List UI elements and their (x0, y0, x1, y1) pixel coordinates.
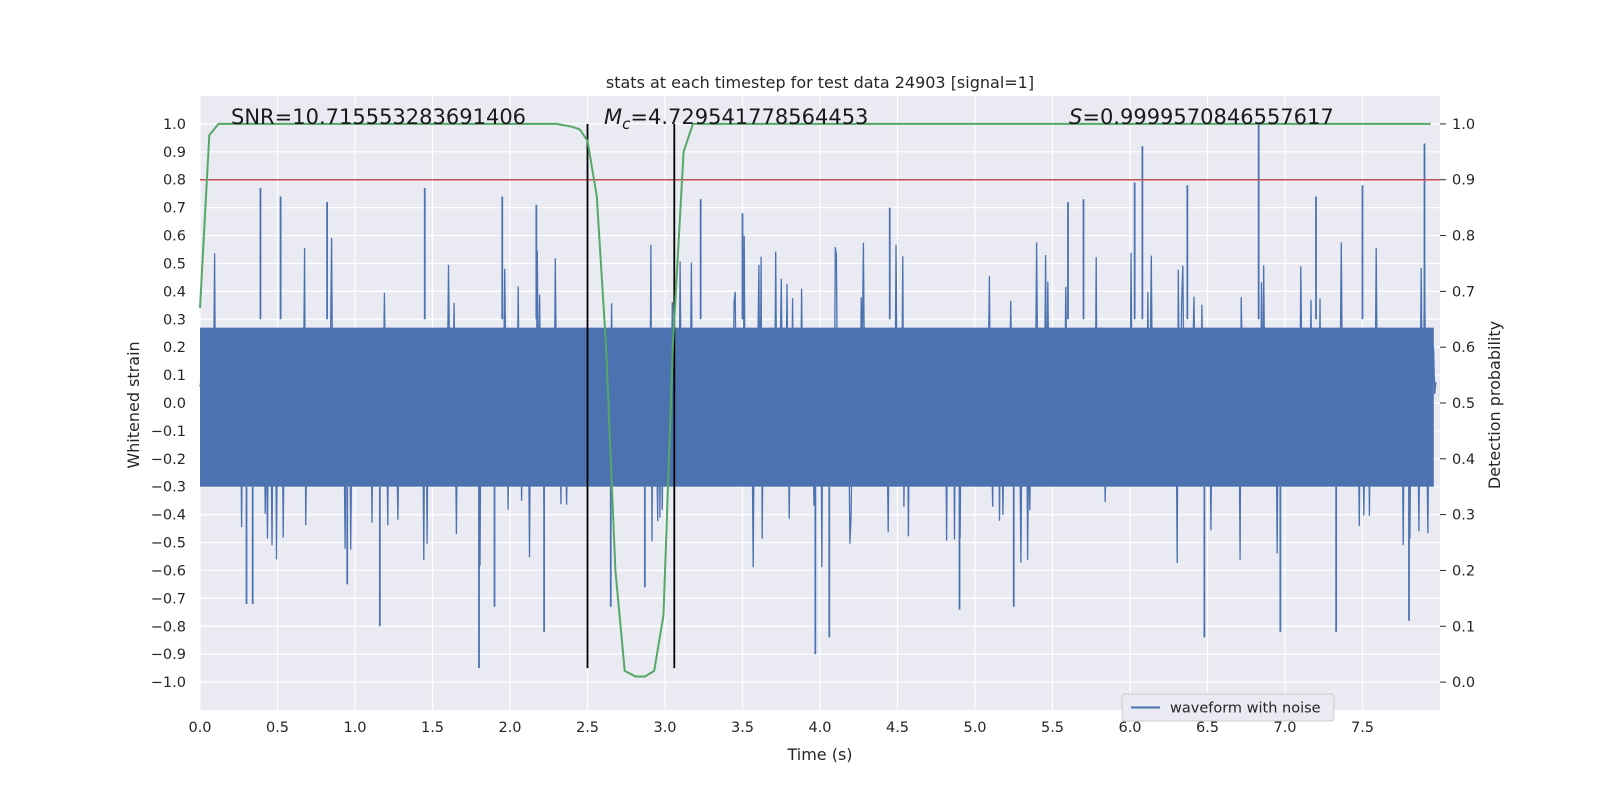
detection-probability-line (199, 122, 1431, 678)
y-right-tick-label: 0.0 (1452, 675, 1475, 691)
y-right-tick-label: 0.7 (1452, 284, 1475, 300)
y-left-tick-label: 0.4 (163, 284, 186, 300)
y-left-tick-label: −0.3 (151, 480, 186, 496)
probability-series (199, 122, 1431, 678)
x-tick-label: 3.0 (653, 720, 676, 736)
x-tick-label: 4.5 (886, 720, 909, 736)
x-tick-label: 6.5 (1196, 720, 1219, 736)
y-left-tick-label: 0.7 (163, 201, 186, 217)
x-tick-label: 5.0 (963, 720, 986, 736)
x-tick-label: 0.5 (266, 720, 289, 736)
y-right-tick-label: 0.1 (1452, 619, 1475, 635)
x-tick-label: 2.0 (498, 720, 521, 736)
y-left-tick-label: 0.2 (163, 340, 186, 356)
y-left-tick-label: 0.1 (163, 368, 186, 384)
chirp-mass-annotation: Mc=4.729541778564453 (604, 105, 868, 133)
y-left-tick-label: 0.9 (163, 145, 186, 161)
x-tick-label: 1.5 (421, 720, 444, 736)
legend-label: waveform with noise (1170, 701, 1321, 717)
x-tick-label: 5.5 (1041, 720, 1064, 736)
x-tick-label: 7.0 (1273, 720, 1296, 736)
x-tick-label: 7.5 (1351, 720, 1374, 736)
y-right-tick-label: 1.0 (1452, 117, 1475, 133)
y-left-tick-label: 1.0 (163, 117, 186, 133)
waveform-core-band (200, 327, 1434, 487)
y-left-tick-label: 0.6 (163, 229, 186, 245)
y-left-tick-label: −0.9 (151, 647, 186, 663)
y-left-tick-label: −0.1 (151, 424, 186, 440)
score-symbol: S (1069, 105, 1082, 129)
x-tick-label: 4.0 (808, 720, 831, 736)
x-tick-label: 2.5 (576, 720, 599, 736)
y-axis-right-label: Detection probability (1485, 321, 1504, 489)
y-right-tick-label: 0.6 (1452, 340, 1475, 356)
y-right-tick-label: 0.4 (1452, 452, 1475, 468)
score-value: =0.9999570846557617 (1082, 105, 1333, 129)
chart-title: stats at each timestep for test data 249… (606, 73, 1034, 92)
y-left-tick-label: −1.0 (151, 675, 186, 691)
y-left-tick-label: −0.5 (151, 536, 186, 552)
y-left-tick-label: 0.5 (163, 256, 186, 272)
y-left-tick-label: 0.8 (163, 173, 186, 189)
waveform-series (199, 123, 1437, 669)
legend: waveform with noise (1121, 693, 1335, 722)
legend-box (1121, 693, 1335, 722)
y-left-tick-label: 0.0 (163, 396, 186, 412)
y-left-tick-label: −0.7 (151, 591, 186, 607)
y-left-tick-label: −0.8 (151, 619, 186, 635)
y-right-tick-label: 0.5 (1452, 396, 1475, 412)
x-tick-label: 3.5 (731, 720, 754, 736)
y-right-tick-label: 0.3 (1452, 508, 1475, 524)
x-tick-label: 6.0 (1118, 720, 1141, 736)
y-left-tick-label: −0.2 (151, 452, 186, 468)
x-axis-ticks: 0.0 0.5 1.0 1.5 2.0 2.5 3.0 3.5 4.0 4.5 5.0 5.5 6.0 6… (188, 720, 1374, 736)
y-left-tick-label: 0.3 (163, 312, 186, 328)
x-tick-label: 1.0 (343, 720, 366, 736)
y-axis-left-label: Whitened strain (124, 341, 143, 468)
y-axis-left-ticks: 1.0 0.9 0.8 0.7 0.6 0.5 0.4 0.3 0.2 0.1 0.0 −0.1 −0.… (151, 117, 186, 691)
y-left-tick-label: −0.6 (151, 563, 186, 579)
chirp-mass-subscript: c (622, 115, 631, 133)
y-left-tick-label: −0.4 (151, 508, 186, 524)
chirp-mass-symbol: M (604, 105, 622, 129)
x-tick-label: 0.0 (188, 720, 211, 736)
y-axis-right-ticks: 1.0 0.9 0.8 0.7 0.6 0.5 0.4 0.3 0.2 0.1 0.0 (1440, 117, 1475, 691)
y-right-tick-label: 0.2 (1452, 563, 1475, 579)
chirp-mass-value: =4.729541778564453 (630, 105, 868, 129)
x-axis-label: Time (s) (786, 745, 852, 764)
reference-lines (200, 123, 1440, 669)
y-right-tick-label: 0.9 (1452, 173, 1475, 189)
snr-annotation: SNR=10.715553283691406 (231, 105, 526, 129)
score-annotation: S=0.9999570846557617 (1069, 105, 1334, 129)
y-right-tick-label: 0.8 (1452, 229, 1475, 245)
